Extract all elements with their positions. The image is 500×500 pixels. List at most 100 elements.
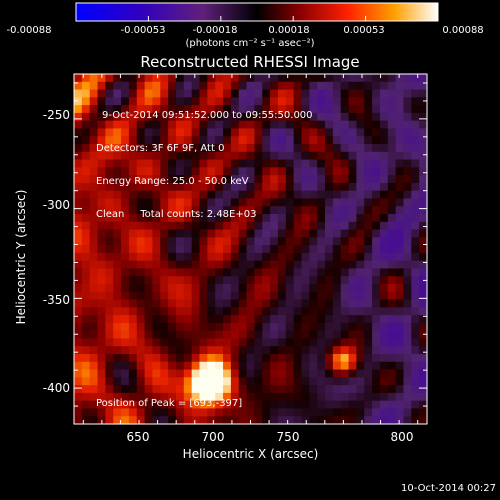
- heatmap-cell: [238, 299, 248, 308]
- heatmap-cell: [144, 330, 154, 340]
- heatmap-cell: [419, 307, 428, 316]
- heatmap-cell: [215, 105, 224, 114]
- heatmap-cell: [175, 128, 185, 137]
- heatmap-cell: [254, 252, 263, 262]
- heatmap-cell: [277, 206, 287, 215]
- heatmap-cell: [136, 284, 146, 293]
- heatmap-cell: [372, 144, 381, 153]
- heatmap-cell: [74, 190, 83, 200]
- x-tick-label: 750: [276, 430, 300, 444]
- heatmap-cell: [97, 74, 106, 83]
- heatmap-cell: [207, 128, 216, 137]
- heatmap-cell: [254, 276, 263, 285]
- heatmap-cell: [230, 97, 240, 106]
- heatmap-cell: [89, 299, 99, 308]
- heatmap-cell: [293, 159, 303, 168]
- heatmap-cell: [340, 97, 350, 106]
- heatmap-cell: [270, 276, 279, 285]
- heatmap-cell: [332, 338, 342, 347]
- heatmap-cell: [340, 315, 350, 324]
- heatmap-cell: [285, 105, 295, 114]
- heatmap-cell: [340, 330, 350, 340]
- heatmap-cell: [364, 136, 373, 145]
- heatmap-cell: [168, 260, 177, 270]
- heatmap-cell: [332, 74, 342, 83]
- heatmap-cell: [113, 214, 122, 223]
- heatmap-cell: [356, 136, 365, 145]
- heatmap-cell: [230, 190, 240, 200]
- heatmap-cell: [403, 229, 412, 238]
- heatmap-cell: [144, 346, 154, 355]
- heatmap-cell: [113, 120, 122, 130]
- heatmap-cell: [230, 206, 240, 215]
- heatmap-cell: [262, 315, 271, 324]
- heatmap-cell: [97, 361, 106, 371]
- heatmap-cell: [207, 299, 216, 308]
- heatmap-cell: [175, 400, 185, 410]
- heatmap-cell: [191, 385, 201, 394]
- heatmap-cell: [191, 284, 201, 293]
- heatmap-cell: [262, 214, 271, 223]
- heatmap-cell: [207, 322, 216, 332]
- heatmap-cell: [348, 268, 357, 277]
- heatmap-cell: [325, 221, 334, 231]
- heatmap-cell: [81, 245, 91, 254]
- heatmap-cell: [160, 315, 169, 324]
- heatmap-cell: [325, 291, 334, 301]
- heatmap-cell: [144, 105, 154, 114]
- heatmap-cell: [254, 315, 263, 324]
- heatmap-cell: [89, 167, 99, 176]
- heatmap-cell: [183, 206, 193, 215]
- heatmap-cell: [325, 151, 334, 161]
- heatmap-cell: [372, 354, 381, 363]
- heatmap-cell: [301, 237, 310, 246]
- heatmap-cell: [395, 214, 405, 223]
- heatmap-cell: [403, 198, 412, 207]
- heatmap-cell: [97, 260, 106, 270]
- heatmap-cell: [364, 167, 373, 176]
- heatmap-cell: [411, 229, 420, 238]
- heatmap-cell: [387, 89, 397, 98]
- heatmap-cell: [348, 229, 357, 238]
- heatmap-cell: [379, 81, 389, 91]
- heatmap-cell: [199, 330, 208, 340]
- heatmap-cell: [175, 74, 185, 83]
- heatmap-cell: [191, 74, 201, 83]
- heatmap-cell: [348, 385, 357, 394]
- heatmap-cell: [144, 338, 154, 347]
- heatmap-cell: [128, 136, 138, 145]
- heatmap-cell: [317, 81, 326, 91]
- heatmap-cell: [199, 237, 208, 246]
- heatmap-cell: [348, 416, 357, 425]
- heatmap-cell: [215, 291, 224, 301]
- heatmap-cell: [215, 89, 224, 98]
- heatmap-cell: [309, 276, 318, 285]
- heatmap-cell: [199, 400, 208, 410]
- heatmap-cell: [183, 198, 193, 207]
- heatmap-cell: [97, 291, 106, 301]
- heatmap-cell: [262, 260, 271, 270]
- heatmap-cell: [348, 89, 357, 98]
- heatmap-cell: [293, 330, 303, 340]
- heatmap-cell: [246, 322, 256, 332]
- heatmap-cell: [175, 182, 185, 192]
- heatmap-cell: [175, 315, 185, 324]
- heatmap-cell: [152, 299, 161, 308]
- heatmap-cell: [301, 245, 310, 254]
- heatmap-cell: [372, 377, 381, 386]
- heatmap-cell: [379, 229, 389, 238]
- heatmap-cell: [403, 284, 412, 293]
- heatmap-cell: [168, 322, 177, 332]
- heatmap-cell: [199, 74, 208, 83]
- heatmap-cell: [262, 330, 271, 340]
- heatmap-cell: [325, 369, 334, 378]
- heatmap-cell: [403, 408, 412, 417]
- heatmap-cell: [97, 81, 106, 91]
- heatmap-cell: [379, 284, 389, 293]
- heatmap-cell: [215, 112, 224, 122]
- heatmap-cell: [277, 245, 287, 254]
- heatmap-cell: [207, 105, 216, 114]
- heatmap-cell: [74, 369, 83, 378]
- heatmap-cell: [340, 89, 350, 98]
- heatmap-cell: [277, 144, 287, 153]
